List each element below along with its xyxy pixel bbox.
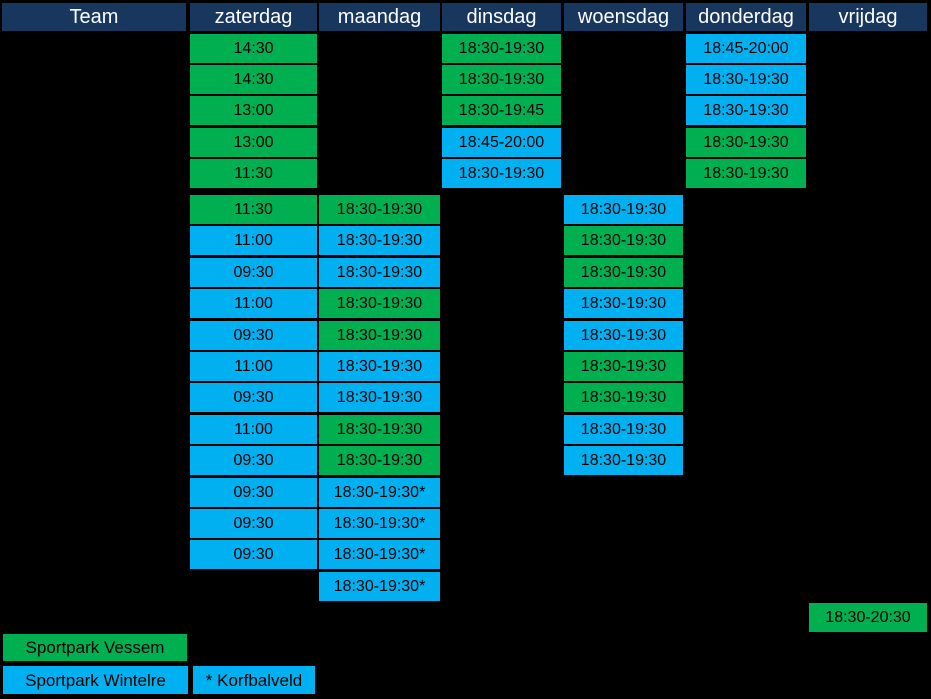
schedule-cell-maandag-row17: 18:30-19:30* bbox=[319, 540, 440, 569]
schedule-cell-woensdag-row11: 18:30-19:30 bbox=[564, 352, 683, 381]
column-header-donderdag: donderdag bbox=[686, 3, 806, 31]
schedule-cell-donderdag-row1: 18:45-20:00 bbox=[686, 34, 806, 63]
column-header-vrijdag: vrijdag bbox=[809, 3, 927, 31]
schedule-cell-zaterdag-row9: 11:00 bbox=[190, 289, 317, 318]
schedule-cell-maandag-row13: 18:30-19:30 bbox=[319, 415, 440, 444]
legend-item-korfbalveld: * Korfbalveld bbox=[193, 666, 315, 694]
schedule-cell-woensdag-row13: 18:30-19:30 bbox=[564, 415, 683, 444]
schedule-cell-woensdag-row8: 18:30-19:30 bbox=[564, 258, 683, 287]
column-header-maandag: maandag bbox=[319, 3, 440, 31]
schedule-cell-donderdag-row4: 18:30-19:30 bbox=[686, 128, 806, 157]
schedule-cell-woensdag-row14: 18:30-19:30 bbox=[564, 446, 683, 475]
schedule-cell-zaterdag-row11: 11:00 bbox=[190, 352, 317, 381]
schedule-cell-zaterdag-row8: 09:30 bbox=[190, 258, 317, 287]
schedule-cell-zaterdag-row16: 09:30 bbox=[190, 509, 317, 538]
schedule-cell-donderdag-row2: 18:30-19:30 bbox=[686, 65, 806, 94]
schedule-cell-maandag-row18: 18:30-19:30* bbox=[319, 572, 440, 601]
schedule-cell-maandag-row10: 18:30-19:30 bbox=[319, 321, 440, 350]
schedule-cell-woensdag-row9: 18:30-19:30 bbox=[564, 289, 683, 318]
schedule-cell-maandag-row6: 18:30-19:30 bbox=[319, 195, 440, 224]
schedule-cell-zaterdag-row13: 11:00 bbox=[190, 415, 317, 444]
schedule-cell-maandag-row16: 18:30-19:30* bbox=[319, 509, 440, 538]
schedule-cell-dinsdag-row5: 18:30-19:30 bbox=[442, 159, 561, 188]
schedule-cell-maandag-row8: 18:30-19:30 bbox=[319, 258, 440, 287]
schedule-cell-zaterdag-row6: 11:30 bbox=[190, 195, 317, 224]
schedule-cell-dinsdag-row2: 18:30-19:30 bbox=[442, 65, 561, 94]
schedule-cell-maandag-row11: 18:30-19:30 bbox=[319, 352, 440, 381]
column-header-dinsdag: dinsdag bbox=[442, 3, 561, 31]
schedule-cell-zaterdag-row4: 13:00 bbox=[190, 128, 317, 157]
schedule-cell-donderdag-row5: 18:30-19:30 bbox=[686, 159, 806, 188]
schedule-cell-maandag-row7: 18:30-19:30 bbox=[319, 226, 440, 255]
legend-item-sportpark-vessem: Sportpark Vessem bbox=[3, 634, 187, 661]
schedule-cell-maandag-row12: 18:30-19:30 bbox=[319, 383, 440, 412]
column-header-woensdag: woensdag bbox=[564, 3, 683, 31]
schedule-cell-woensdag-row12: 18:30-19:30 bbox=[564, 383, 683, 412]
schedule-cell-zaterdag-row15: 09:30 bbox=[190, 478, 317, 507]
schedule-cell-dinsdag-row3: 18:30-19:45 bbox=[442, 96, 561, 125]
schedule-cell-donderdag-row3: 18:30-19:30 bbox=[686, 96, 806, 125]
schedule-cell-zaterdag-row10: 09:30 bbox=[190, 321, 317, 350]
schedule-cell-maandag-row14: 18:30-19:30 bbox=[319, 446, 440, 475]
schedule-cell-zaterdag-row12: 09:30 bbox=[190, 383, 317, 412]
schedule-cell-dinsdag-row1: 18:30-19:30 bbox=[442, 34, 561, 63]
schedule-cell-woensdag-row10: 18:30-19:30 bbox=[564, 321, 683, 350]
schedule-cell-maandag-row9: 18:30-19:30 bbox=[319, 289, 440, 318]
schedule-cell-woensdag-row7: 18:30-19:30 bbox=[564, 226, 683, 255]
schedule-cell-zaterdag-row17: 09:30 bbox=[190, 540, 317, 569]
schedule-cell-zaterdag-row14: 09:30 bbox=[190, 446, 317, 475]
schedule-cell-zaterdag-row3: 13:00 bbox=[190, 96, 317, 125]
column-header-team: Team bbox=[2, 3, 186, 31]
legend-item-sportpark-wintelre: Sportpark Wintelre bbox=[3, 666, 188, 694]
schedule-cell-zaterdag-row5: 11:30 bbox=[190, 159, 317, 188]
schedule-cell-vrijdag-row19: 18:30-20:30 bbox=[809, 603, 927, 632]
column-header-zaterdag: zaterdag bbox=[190, 3, 317, 31]
schedule-cell-woensdag-row6: 18:30-19:30 bbox=[564, 195, 683, 224]
schedule-cell-maandag-row15: 18:30-19:30* bbox=[319, 478, 440, 507]
schedule-cell-dinsdag-row4: 18:45-20:00 bbox=[442, 128, 561, 157]
schedule-cell-zaterdag-row7: 11:00 bbox=[190, 226, 317, 255]
schedule-cell-zaterdag-row1: 14:30 bbox=[190, 34, 317, 63]
schedule-cell-zaterdag-row2: 14:30 bbox=[190, 65, 317, 94]
